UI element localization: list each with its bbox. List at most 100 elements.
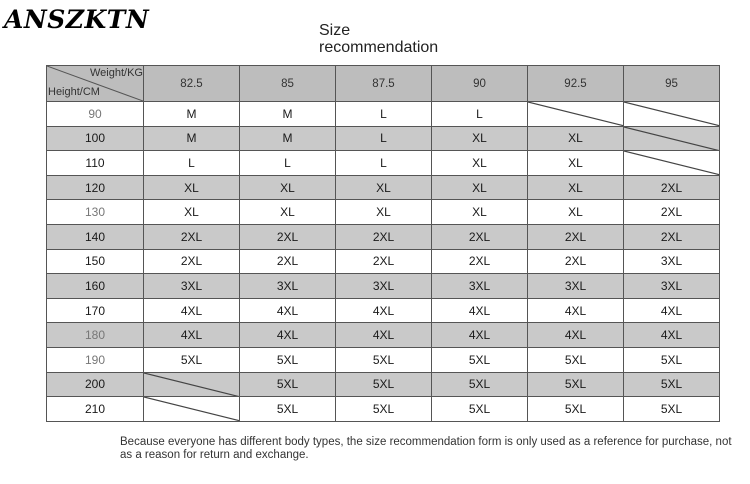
size-cell: L	[335, 150, 432, 176]
table-row: 110 L L L XL XL	[46, 150, 720, 176]
weight-header: 87.5	[335, 65, 432, 102]
height-cell: 170	[46, 297, 144, 324]
table-row: 120 XL XL XL XL XL 2XL	[46, 174, 720, 201]
size-cell: 4XL	[335, 297, 432, 324]
size-cell: 5XL	[143, 346, 240, 373]
size-cell: 2XL	[527, 248, 624, 275]
height-cell: 190	[46, 346, 144, 373]
size-cell: XL	[335, 174, 432, 201]
diagonal-slash	[624, 151, 719, 175]
empty-cell	[623, 101, 720, 127]
size-cell: XL	[239, 199, 336, 225]
size-cell: 4XL	[143, 322, 240, 348]
size-cell: XL	[239, 174, 336, 201]
size-cell: 5XL	[623, 396, 720, 422]
size-cell: M	[143, 101, 240, 127]
size-cell: 5XL	[431, 396, 528, 422]
size-cell: 5XL	[623, 346, 720, 373]
empty-cell	[143, 396, 240, 422]
size-cell: XL	[335, 199, 432, 225]
size-cell: 3XL	[239, 273, 336, 299]
size-cell: 4XL	[239, 297, 336, 324]
title-line-2: recommendation	[319, 39, 439, 56]
size-cell: 5XL	[335, 396, 432, 422]
size-cell: XL	[527, 150, 624, 176]
weight-header: 90	[431, 65, 528, 102]
size-cell: L	[335, 101, 432, 127]
size-cell: XL	[527, 199, 624, 225]
table-row: 130 XL XL XL XL XL 2XL	[46, 199, 720, 225]
size-cell: 2XL	[239, 248, 336, 275]
size-cell: 2XL	[431, 223, 528, 250]
size-cell: 2XL	[527, 223, 624, 250]
size-cell: 5XL	[527, 346, 624, 373]
size-cell: XL	[527, 174, 624, 201]
disclaimer-note: Because everyone has different body type…	[120, 436, 732, 461]
size-cell: XL	[527, 125, 624, 152]
table-row: 140 2XL 2XL 2XL 2XL 2XL 2XL	[46, 223, 720, 250]
size-cell: 3XL	[143, 273, 240, 299]
size-cell: M	[143, 125, 240, 152]
size-cell: 5XL	[527, 396, 624, 422]
size-cell: 3XL	[623, 248, 720, 275]
table-row: 160 3XL 3XL 3XL 3XL 3XL 3XL	[46, 273, 720, 299]
weight-axis-label: Weight/KG	[90, 67, 143, 79]
size-cell: M	[239, 101, 336, 127]
size-cell: L	[143, 150, 240, 176]
size-cell: L	[431, 101, 528, 127]
weight-header: 82.5	[143, 65, 240, 102]
table-row: 170 4XL 4XL 4XL 4XL 4XL 4XL	[46, 297, 720, 324]
size-cell: 4XL	[623, 322, 720, 348]
size-cell: 4XL	[527, 322, 624, 348]
height-cell: 180	[46, 322, 144, 348]
size-cell: 3XL	[335, 273, 432, 299]
size-cell: 5XL	[335, 371, 432, 398]
size-cell: L	[335, 125, 432, 152]
size-cell: 2XL	[143, 248, 240, 275]
size-cell: 5XL	[431, 371, 528, 398]
size-cell: XL	[431, 199, 528, 225]
size-cell: 2XL	[239, 223, 336, 250]
size-cell: 4XL	[527, 297, 624, 324]
size-cell: 5XL	[527, 371, 624, 398]
height-axis-label: Height/CM	[48, 86, 100, 98]
diagonal-slash	[624, 102, 719, 126]
brand-logo: ANSZKTN	[4, 5, 150, 34]
size-cell: 2XL	[431, 248, 528, 275]
size-cell: 5XL	[239, 371, 336, 398]
weight-header: 92.5	[527, 65, 624, 102]
height-cell: 160	[46, 273, 144, 299]
height-cell: 120	[46, 174, 144, 201]
table-row: 180 4XL 4XL 4XL 4XL 4XL 4XL	[46, 322, 720, 348]
height-cell: 150	[46, 248, 144, 275]
size-cell: 3XL	[431, 273, 528, 299]
size-cell: 4XL	[239, 322, 336, 348]
size-cell: 2XL	[623, 223, 720, 250]
size-recommendation-table: Weight/KG Height/CM 82.5 85 87.5 90 92.5 95 9…	[46, 65, 720, 422]
size-cell: XL	[431, 150, 528, 176]
size-cell: 4XL	[431, 297, 528, 324]
size-cell: 2XL	[623, 199, 720, 225]
size-cell: M	[239, 125, 336, 152]
empty-cell	[623, 125, 720, 152]
height-cell: 140	[46, 223, 144, 250]
weight-header: 85	[239, 65, 336, 102]
size-cell: 5XL	[623, 371, 720, 398]
size-cell: 5XL	[239, 396, 336, 422]
diagonal-slash	[624, 127, 719, 151]
size-cell: 5XL	[431, 346, 528, 373]
height-cell: 90	[46, 101, 144, 127]
table-row: 190 5XL 5XL 5XL 5XL 5XL 5XL	[46, 346, 720, 373]
diagonal-slash	[528, 102, 623, 126]
height-cell: 100	[46, 125, 144, 152]
size-cell: XL	[431, 174, 528, 201]
size-cell: 2XL	[143, 223, 240, 250]
table-row: 200 5XL 5XL 5XL 5XL 5XL	[46, 371, 720, 398]
size-cell: L	[239, 150, 336, 176]
header-row: Weight/KG Height/CM 82.5 85 87.5 90 92.5 95	[46, 65, 720, 102]
table-row: 210 5XL 5XL 5XL 5XL 5XL	[46, 396, 720, 422]
weight-header: 95	[623, 65, 720, 102]
height-cell: 210	[46, 396, 144, 422]
page-title: Size recommendation	[319, 22, 519, 56]
size-cell: 4XL	[623, 297, 720, 324]
